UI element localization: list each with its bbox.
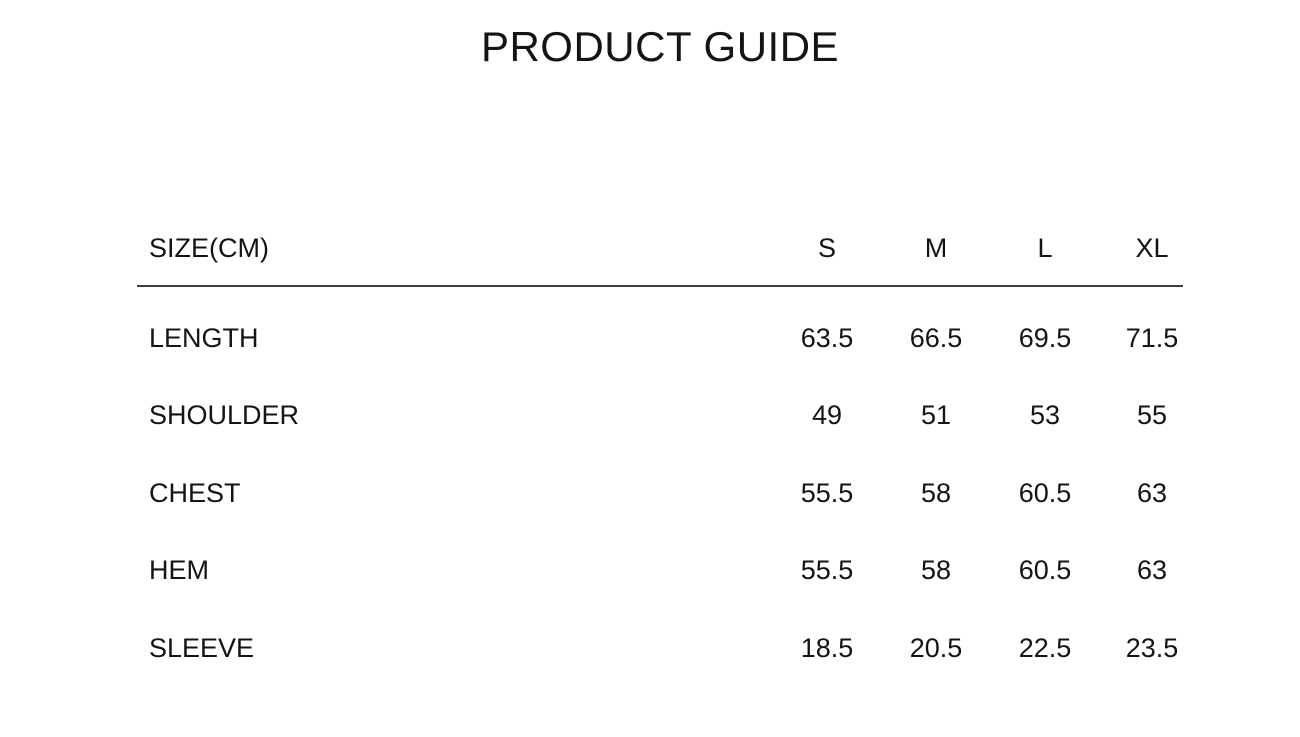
measurement-value: 58 xyxy=(920,477,952,508)
measurement-value: 69.5 xyxy=(1018,322,1072,353)
measurement-value: 63.5 xyxy=(800,322,854,353)
measurement-value: 55 xyxy=(1136,400,1168,431)
size-table: SIZE(CM) S M L XL LENGTH 63.5 66.5 69.5 … xyxy=(137,220,1183,687)
measurement-value: 53 xyxy=(1029,400,1061,431)
measurement-label-length: LENGTH xyxy=(149,322,259,353)
measurement-label-hem: HEM xyxy=(149,555,209,586)
measurement-label-shoulder: SHOULDER xyxy=(149,400,300,431)
measurement-value: 71.5 xyxy=(1125,322,1179,353)
product-guide-section: PRODUCT GUIDE SIZE(CM) S M L XL LENGTH 6… xyxy=(137,22,1183,687)
measurement-value: 63 xyxy=(1136,555,1168,586)
measurement-value: 23.5 xyxy=(1125,632,1179,663)
size-column-header-xl: XL xyxy=(1100,220,1183,287)
measurement-label-chest: CHEST xyxy=(149,477,241,508)
header-divider-gap xyxy=(137,287,1183,299)
size-unit-header: SIZE(CM) xyxy=(137,220,772,287)
measurement-value: 58 xyxy=(920,555,952,586)
measurement-value: 55.5 xyxy=(800,477,854,508)
size-column-header-m: M xyxy=(882,220,990,287)
measurement-value: 55.5 xyxy=(800,555,854,586)
measurement-value: 20.5 xyxy=(909,632,963,663)
measurement-value: 18.5 xyxy=(800,632,854,663)
page-title: PRODUCT GUIDE xyxy=(480,23,840,70)
measurement-value: 51 xyxy=(920,400,952,431)
size-column-header-l: L xyxy=(990,220,1100,287)
measurement-value: 63 xyxy=(1136,477,1168,508)
measurement-value: 49 xyxy=(811,400,843,431)
measurement-value: 60.5 xyxy=(1018,477,1072,508)
size-column-header-s: S xyxy=(772,220,882,287)
measurement-label-sleeve: SLEEVE xyxy=(149,632,255,663)
measurement-value: 66.5 xyxy=(909,322,963,353)
measurement-value: 22.5 xyxy=(1018,632,1072,663)
measurement-value: 60.5 xyxy=(1018,555,1072,586)
